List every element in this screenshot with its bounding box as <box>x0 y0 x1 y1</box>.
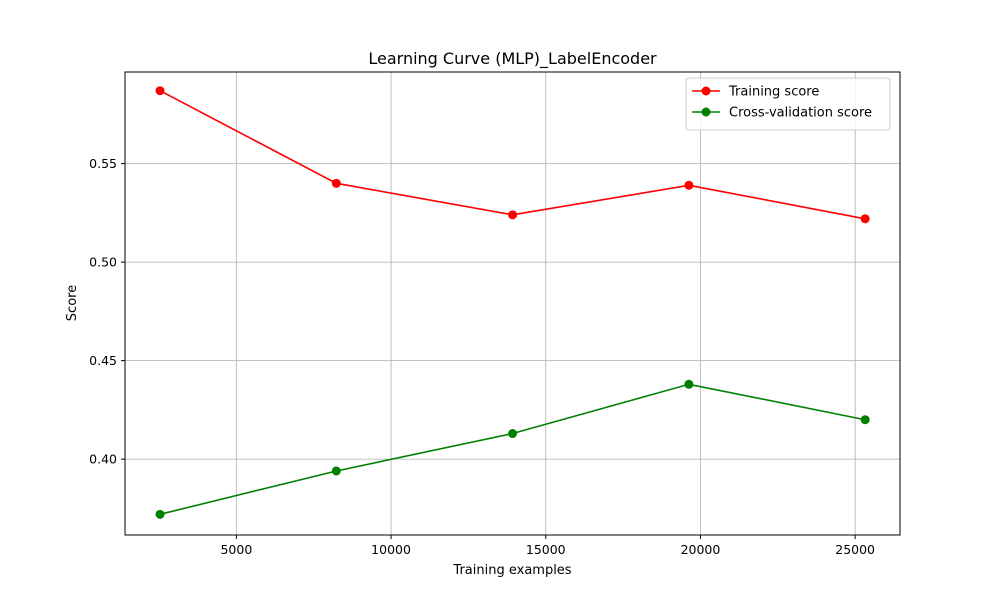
data-point <box>155 509 165 519</box>
series-layer <box>155 86 870 519</box>
x-tick-label: 25000 <box>835 542 875 557</box>
y-tick-label: 0.55 <box>89 156 117 171</box>
y-tick-label: 0.45 <box>89 353 117 368</box>
data-point <box>508 210 518 220</box>
data-point <box>508 429 518 439</box>
series-line-1 <box>159 383 866 516</box>
data-point <box>860 415 870 425</box>
data-point <box>331 178 341 188</box>
legend-box <box>685 77 891 131</box>
legend-swatch-marker <box>701 86 711 96</box>
data-point <box>860 214 870 224</box>
data-point <box>331 466 341 476</box>
data-point <box>684 180 694 190</box>
y-axis-label: Score <box>65 285 80 321</box>
chart-title: Learning Curve (MLP)_LabelEncoder <box>368 49 657 69</box>
plot-area-frame <box>124 71 901 536</box>
legend-label: Cross-validation score <box>729 106 872 121</box>
legend-label: Training score <box>728 85 819 100</box>
x-tick-label: 15000 <box>526 542 566 557</box>
grid-lines <box>125 72 900 535</box>
data-point <box>684 379 694 389</box>
y-tick-label: 0.40 <box>89 452 117 467</box>
data-point <box>155 86 165 96</box>
x-tick-label: 10000 <box>371 542 411 557</box>
axis-ticks: 5000 10000 15000 20000 25000 0.40 0.45 0.50 0.55 <box>89 156 875 557</box>
x-tick-label: 20000 <box>681 542 721 557</box>
y-tick-label: 0.50 <box>89 255 117 270</box>
legend: Training score Cross-validation score <box>685 77 891 131</box>
x-tick-label: 5000 <box>220 542 252 557</box>
legend-swatch-marker <box>701 107 711 117</box>
x-axis-label: Training examples <box>452 563 571 578</box>
